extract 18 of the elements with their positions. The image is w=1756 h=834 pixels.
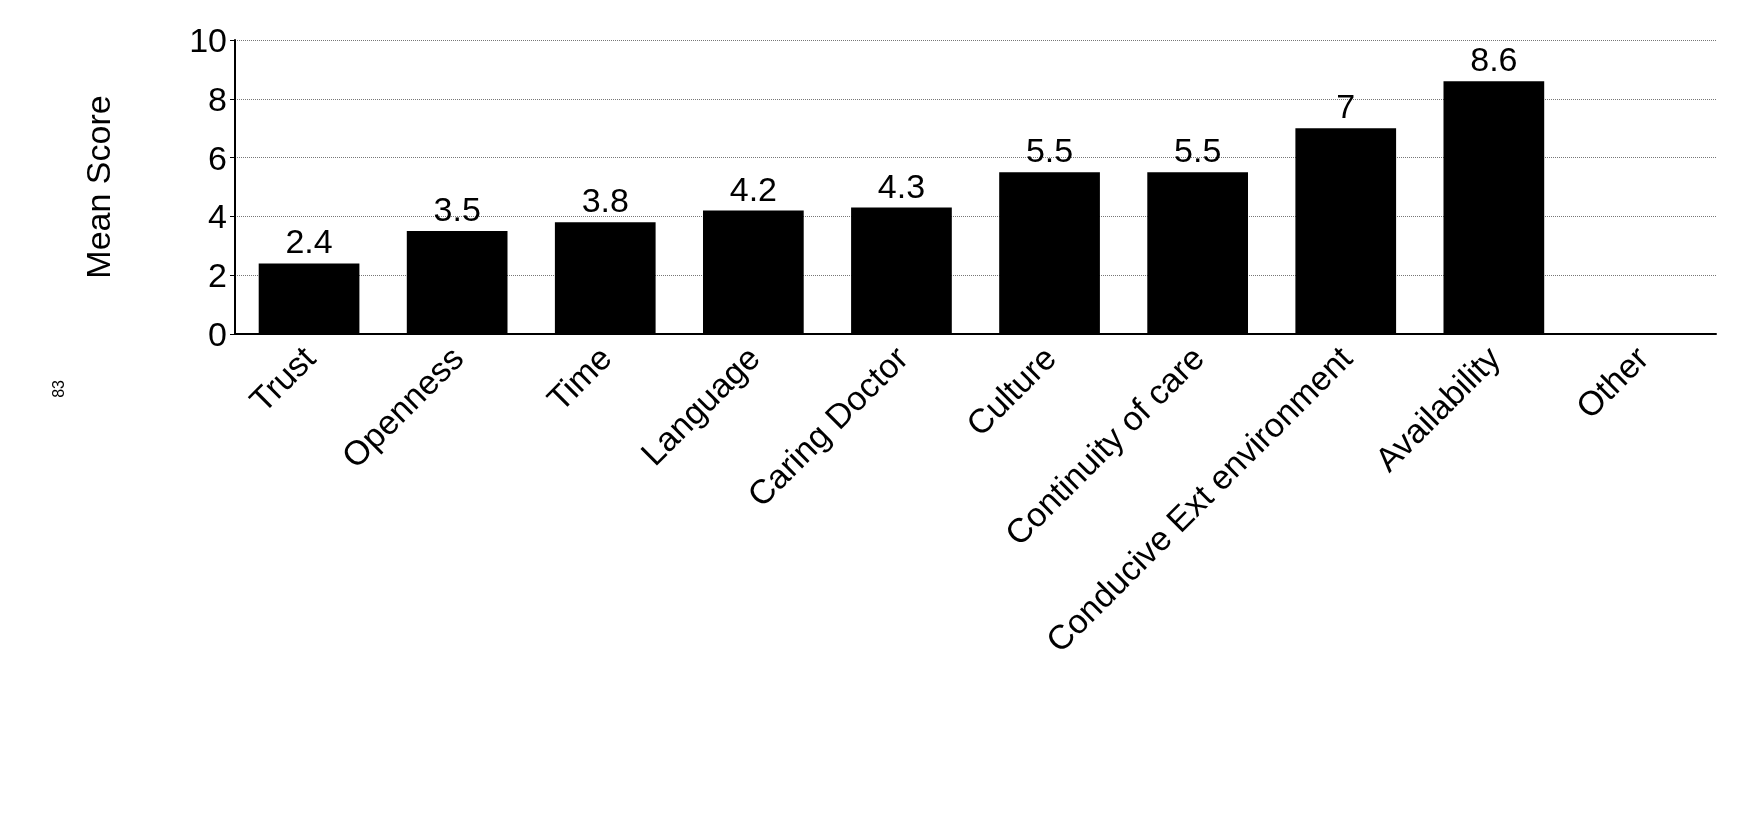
data-label: 5.5: [1025, 131, 1074, 170]
y-axis-title: Mean Score: [79, 95, 117, 279]
y-tick-label: 4: [208, 197, 227, 236]
y-tick-label: 8: [208, 79, 227, 118]
data-label: 4.2: [729, 169, 777, 208]
y-tick-label: 2: [208, 256, 227, 295]
text: 83: [49, 379, 67, 398]
data-label: 5.5: [1174, 131, 1222, 170]
y-tick-label: 0: [208, 315, 227, 353]
data-label: 2.4: [285, 222, 333, 261]
data-label: 7: [1336, 87, 1356, 126]
y-tick-label: 6: [208, 138, 227, 177]
data-label: 8.6: [1470, 40, 1518, 79]
y-tick-label: 10: [189, 21, 227, 59]
x-tick-label: Time: [539, 338, 619, 418]
data-label: 3.5: [433, 190, 481, 229]
data-label: 4.3: [877, 166, 926, 205]
data-label: 3.8: [581, 181, 629, 220]
